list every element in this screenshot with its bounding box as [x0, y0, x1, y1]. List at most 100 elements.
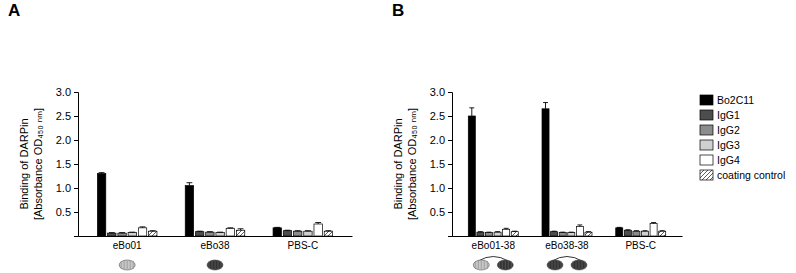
x-tick: eBo01 [113, 236, 142, 251]
icon-ridge [549, 261, 550, 269]
panel-title: A [8, 1, 20, 20]
panel: BBinding of DARPin[Absorbance OD₄₅₀ ₙₘ]0… [392, 1, 683, 270]
icon-ridge [481, 261, 482, 269]
legend-item: IgG1 [700, 109, 740, 121]
icon-ridge [475, 261, 476, 269]
error-bar [150, 230, 156, 231]
y-tick: 1.0 [430, 182, 452, 194]
y-tick: 2.5 [430, 110, 452, 122]
icon-ridge [484, 261, 485, 269]
icon-ridge [218, 261, 219, 269]
icon-ridge [561, 261, 562, 269]
icon-ridge [511, 261, 512, 269]
icon-ridge [133, 261, 134, 269]
category-icons [119, 260, 223, 270]
bar [273, 228, 281, 236]
error-bar [643, 230, 648, 231]
y-tick: 2.0 [430, 134, 452, 146]
tick-label: 3.0 [56, 86, 71, 98]
y-axis-title: Binding of DARPin [18, 118, 30, 209]
chart-figure: A Binding of DARPin [Absorbance OD₄₅₀ ₙₘ] 0… [0, 0, 796, 273]
category-icons [473, 257, 587, 271]
bar [128, 233, 136, 236]
icon-ridge [121, 261, 122, 269]
category-icon [473, 260, 489, 270]
icon-ridge [130, 261, 131, 269]
legend-item: coating control [700, 169, 785, 181]
bar [195, 232, 203, 236]
legend-label: IgG2 [717, 124, 740, 136]
bar [324, 231, 332, 236]
category-icon [571, 260, 587, 270]
bar [511, 232, 518, 236]
bar [185, 186, 193, 236]
icon-ridge [215, 261, 216, 269]
category-icon [119, 260, 135, 270]
error-bar [285, 230, 291, 231]
legend-item: Bo2C11 [700, 94, 754, 106]
error-bar [478, 231, 483, 232]
error-bar [325, 230, 331, 231]
icon-ridge [585, 261, 586, 269]
bar [236, 230, 244, 236]
legend: Bo2C11 IgG1 IgG2 IgG3 IgG4 coating control [700, 94, 785, 181]
series [477, 230, 631, 236]
bar [468, 116, 475, 236]
error-bar [99, 172, 105, 174]
icon-ridge [552, 261, 553, 269]
legend-swatch [700, 170, 713, 180]
tick-mark [74, 92, 78, 93]
category-label: eBo38-38 [545, 240, 589, 251]
y-tick: 0.5 [56, 206, 78, 218]
y-tick: 2.5 [56, 110, 78, 122]
bar [314, 224, 322, 236]
y-axis: 0.5 1.0 1.5 2.0 2.5 3.0 [56, 86, 79, 236]
error-bar [227, 227, 233, 228]
icon-ridge [508, 261, 509, 269]
error-bar [512, 231, 517, 232]
series [511, 231, 665, 236]
icon-ridge [209, 261, 210, 269]
icon-ridge [212, 261, 213, 269]
bar [616, 228, 623, 236]
error-bar [634, 230, 639, 231]
legend-swatch [700, 95, 713, 105]
bar [283, 231, 291, 236]
y-tick: 1.5 [56, 158, 78, 170]
error-bar [560, 232, 565, 233]
tick-mark [74, 212, 78, 213]
legend-label: Bo2C11 [717, 94, 754, 106]
category-label: PBS-C [288, 240, 319, 251]
category-label: PBS-C [625, 240, 656, 251]
category-icon [547, 260, 563, 270]
axis-line [453, 236, 683, 237]
series [468, 103, 622, 236]
legend-item: IgG3 [700, 139, 740, 151]
tick-mark [448, 164, 452, 165]
series [494, 231, 648, 236]
tick-mark [448, 212, 452, 213]
bar [542, 109, 549, 236]
series [149, 229, 333, 236]
error-bar [119, 232, 125, 233]
bar [477, 232, 484, 236]
legend-item: IgG2 [700, 124, 740, 136]
tick-label: 1.5 [56, 158, 71, 170]
y-axis-title: [Absorbance OD₄₅₀ ₙₘ] [406, 108, 418, 220]
tick-label: 2.0 [56, 134, 71, 146]
bar [206, 232, 214, 236]
bar [650, 224, 657, 236]
bar [97, 174, 105, 236]
bar [659, 231, 666, 236]
tick-mark [448, 116, 452, 117]
bar [494, 232, 501, 236]
icon-ridge [124, 261, 125, 269]
tick-label: 2.5 [430, 110, 445, 122]
legend-label: IgG4 [717, 154, 740, 166]
tick-label: 2.0 [430, 134, 445, 146]
error-bar [569, 232, 574, 233]
bar [226, 228, 234, 236]
y-tick: 2.0 [56, 134, 78, 146]
axis-line [74, 93, 79, 237]
y-tick: 1.0 [56, 182, 78, 194]
